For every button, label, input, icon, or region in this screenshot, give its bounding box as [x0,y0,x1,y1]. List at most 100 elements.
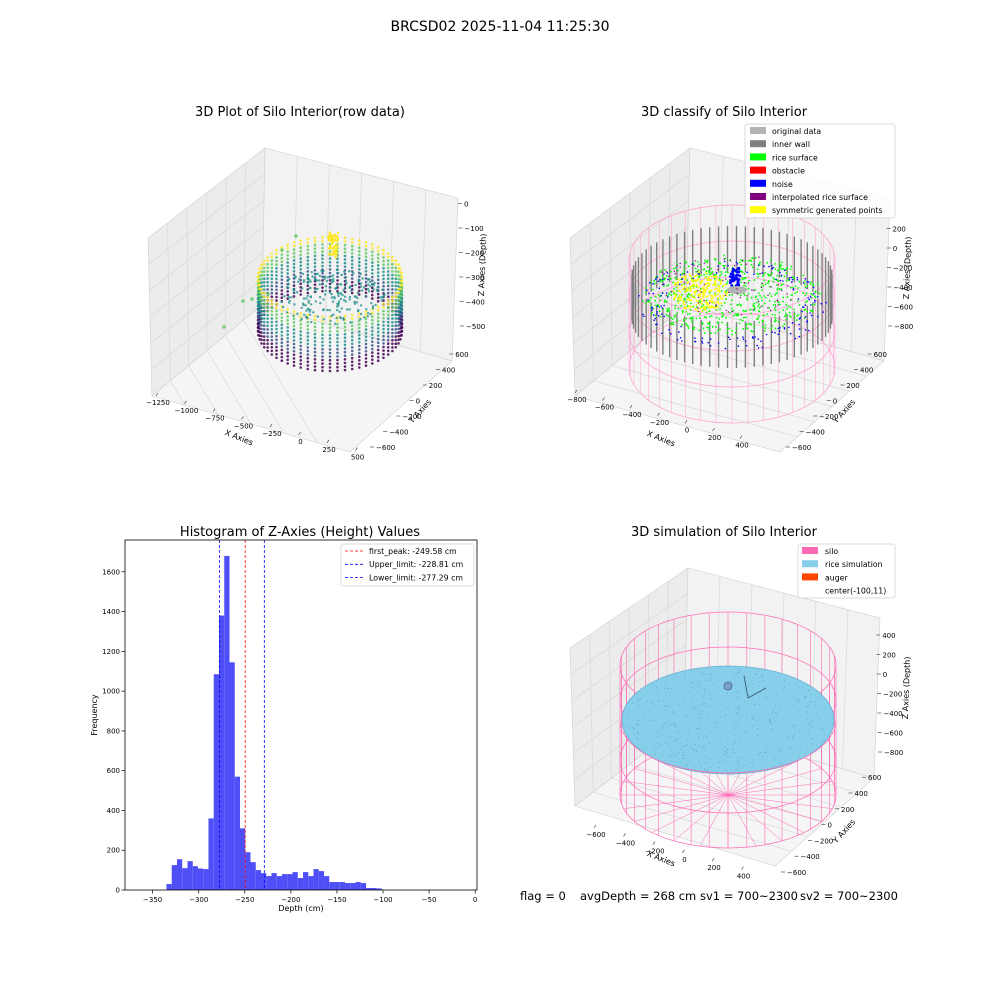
raw-point [391,335,394,338]
rice-surface-point [670,323,673,326]
rice-surface-point [730,307,733,310]
raw-point [299,312,303,315]
raw-point [391,310,394,313]
histogram-bar [371,888,377,890]
raw-point [386,277,390,281]
raw-point [306,259,310,262]
raw-point [293,303,296,306]
rice-mesh-point [823,706,825,708]
rice-mesh-point [809,700,811,702]
symmetric-point [683,307,686,309]
raw-point [358,289,361,293]
raw-point [345,282,348,285]
raw-point [306,281,309,284]
rice-surface-point [681,293,684,296]
legend-swatch [802,573,818,581]
rice-surface-point [687,325,689,328]
noise-point [709,338,712,340]
raw-point [275,248,278,252]
raw-point [323,293,327,296]
rice-surface-point [718,278,721,280]
noise-point [653,319,655,322]
histogram-bar [213,674,219,890]
rice-surface-point [786,296,789,298]
silo-wire-spoke [727,757,805,796]
raw-point [280,337,284,341]
raw-point [280,296,284,300]
rice-mesh-point [706,770,708,772]
legend-label: interpolated rice surface [772,193,868,202]
raw-point [266,313,269,317]
interpolated-point [752,309,755,311]
rice-surface-point [767,280,770,282]
rice-surface-point [761,289,763,292]
rice-surface-point [673,288,675,290]
symmetric-point [689,286,692,288]
raw-point [394,273,398,277]
rice-surface-point [710,272,712,275]
z-tick-label: 400 [882,632,895,640]
noise-point [666,272,669,274]
symmetric-point [710,275,713,278]
rice-mesh-point [794,733,796,736]
rice-mesh-point [714,727,716,729]
raw-point [400,279,403,283]
footer-flag: flag = 0 [520,889,566,903]
legend-swatch [802,547,818,554]
rice-surface-point [731,329,734,332]
raw-point [358,315,361,319]
noise-point [709,345,712,347]
interpolated-point [661,271,663,273]
rice-surface-point [773,278,776,281]
raw-point [397,295,400,298]
raw-point [386,317,390,320]
rice-mesh-point [810,743,813,745]
rice-mesh-point [697,705,699,707]
raw-point [337,304,340,307]
raw-point [299,326,303,330]
raw-point [343,365,347,368]
rice-mesh-point [735,727,737,729]
rice-surface-point [726,282,728,285]
histogram-bar [313,869,319,890]
rice-mesh-point [727,748,729,750]
raw-point [270,277,274,281]
raw-point [266,320,269,324]
raw-point [280,292,284,296]
rice-mesh-point [790,747,792,749]
z-axis-label: Z Axies (Depth) [477,233,488,296]
rice-surface-point [814,290,817,293]
symmetric-point [710,279,713,282]
symmetric-point [688,306,691,309]
raw-point [306,360,310,364]
rice-mesh-point [704,688,706,690]
raw-point [382,263,385,266]
raw-point [371,272,374,275]
tick-mark [741,866,744,870]
rice-surface-point [670,317,672,319]
rice-mesh-point [707,673,709,675]
symmetric-point [712,297,714,300]
rice-surface-point [714,258,717,261]
rice-mesh-point [673,722,675,724]
histogram-bar [350,883,356,890]
rice-surface-point [686,279,689,281]
rice-mesh-point [671,756,673,758]
raw-point [364,313,368,317]
rice-surface-point [724,274,727,277]
interpolated-point [806,287,808,290]
raw-point [391,299,394,302]
y-tick-label: −400 [801,853,820,861]
rice-surface-point [686,295,689,298]
rice-mesh-point [657,732,659,734]
symmetric-point [682,300,685,303]
rice-mesh-point [737,691,739,693]
rice-surface-point [806,285,809,287]
y-tick-label: 200 [846,382,859,390]
rice-surface-point [752,266,754,269]
raw-point [266,317,269,320]
rice-surface-point [708,270,711,273]
rice-surface-point [789,268,792,270]
rice-surface-point [745,324,748,327]
